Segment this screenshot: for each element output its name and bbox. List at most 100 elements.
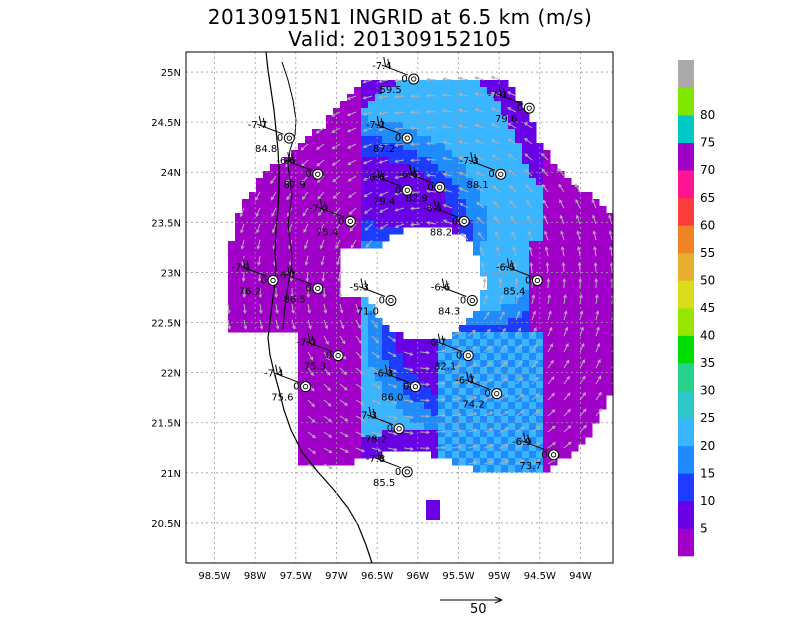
station-mid-value: 0 — [326, 351, 332, 362]
colorbar-swatch — [678, 87, 694, 116]
station-marker: -7.2 087.2 — [366, 116, 413, 155]
colorbar-swatch — [678, 170, 694, 199]
station-mid-value: 0 — [541, 450, 547, 461]
colorbar-swatch — [678, 308, 694, 336]
station-bottom-value: 59.5 — [379, 85, 401, 96]
lon-tick-label: 98.5W — [198, 571, 230, 582]
map-title: 20130915N1 INGRID at 6.5 km (m/s) — [207, 5, 593, 29]
colorbar-label: 10 — [700, 494, 715, 508]
station-top-value: -6.6 — [398, 169, 418, 180]
lat-tick-label: 23N — [161, 268, 181, 279]
station-bottom-value: 79.6 — [495, 114, 517, 125]
station-mid-value: 0 — [488, 169, 494, 180]
station-marker: -7.8 085.5 — [366, 449, 413, 489]
station-marker: -6.6 087.9 — [276, 152, 324, 191]
station-marker: -7.7 084.8 — [248, 116, 295, 155]
lat-tick-label: 22N — [161, 369, 181, 380]
colorbar-label: 60 — [700, 218, 715, 232]
station-bottom-value: 85.4 — [503, 286, 525, 297]
station-mid-value: 0 — [305, 169, 311, 180]
station-mid-value: 0 — [395, 467, 401, 478]
station-top-value: -7.7 — [248, 120, 268, 131]
station-marker: -6.5 085.4 — [496, 258, 543, 297]
plot-frame — [185, 51, 614, 564]
station-bottom-value: 75.4 — [316, 227, 338, 238]
colorbar-swatch — [678, 252, 694, 281]
station-marker: -6.7 074.2 — [455, 371, 503, 411]
station-bottom-value: 87.9 — [283, 180, 305, 191]
lat-tick-label: 23.5N — [151, 218, 181, 229]
station-top-value: -6.5 — [496, 262, 516, 273]
colorbar-label: 40 — [700, 329, 715, 343]
station-mid-value: 0 — [525, 275, 531, 286]
latitude-labels: 25N 24.5N 24N 23.5N 23N 22.5N 22N 21.5N 21N 20.5N — [151, 68, 181, 530]
station-bottom-value: 82.9 — [405, 193, 427, 204]
station-bottom-value: 78.2 — [365, 435, 387, 446]
lat-tick-label: 24.5N — [151, 118, 181, 129]
station-top-value: -6.6 — [431, 282, 451, 293]
valid-time: Valid: 201309152105 — [288, 27, 512, 51]
station-mid-value: 0 — [395, 133, 401, 144]
station-top-value: -6.7 — [427, 338, 447, 349]
station-mid-value: 0 — [460, 295, 466, 306]
station-bottom-value: 87.2 — [373, 144, 395, 155]
lon-tick-label: 96W — [406, 571, 429, 582]
colorbar-label: 75 — [700, 136, 715, 150]
colorbar-swatch — [678, 280, 694, 309]
station-marker: -7.3 088.1 — [459, 152, 507, 191]
lon-tick-label: 94.5W — [524, 571, 556, 582]
station-bottom-value: 79.4 — [373, 196, 395, 207]
station-mid-value: 0 — [456, 351, 462, 362]
station-bottom-value: 84.3 — [438, 306, 460, 317]
station-bottom-value: 73.7 — [519, 461, 541, 472]
lat-lon-grid — [186, 52, 613, 563]
station-bottom-value: 84.8 — [255, 144, 277, 155]
colorbar-label: 70 — [700, 163, 715, 177]
station-bottom-value: 74.2 — [462, 400, 484, 411]
colorbar-swatch — [678, 363, 694, 391]
colorbar-swatch — [678, 60, 694, 88]
station-top-value: -5.3 — [349, 282, 369, 293]
lon-tick-label: 95W — [488, 571, 511, 582]
station-top-value: -6.7 — [455, 376, 475, 387]
station-mid-value: 0 — [484, 389, 490, 400]
station-marker: -7.4 075.6 — [264, 364, 312, 404]
station-mid-value: 0 — [261, 275, 267, 286]
station-bottom-value: 75.3 — [304, 362, 326, 373]
station-bottom-value: 75.6 — [271, 393, 293, 404]
station-bottom-value: 82.1 — [434, 362, 456, 373]
colorbar-swatch — [678, 528, 694, 557]
station-marker: -6.7 082.1 — [427, 333, 474, 373]
lat-tick-label: 24N — [161, 168, 181, 179]
station-marker: -6.5 088.2 — [423, 199, 470, 238]
longitude-labels: 98.5W 98W 97.5W 97W 96.5W 96W 95.5W 95W 94.5W 94W — [198, 571, 591, 582]
station-marker: -6.7 086.5 — [276, 266, 324, 305]
station-mid-value: 0 — [293, 382, 299, 393]
station-top-value: -7.3 — [358, 411, 378, 422]
station-top-value: -6.3 — [374, 369, 394, 380]
station-top-value: -7.4 — [372, 61, 392, 72]
lat-tick-label: 21.5N — [151, 419, 181, 430]
station-mid-value: 0 — [517, 103, 523, 114]
station-bottom-value: 88.2 — [430, 227, 452, 238]
colorbar-label: 45 — [700, 301, 715, 315]
station-marker: -7.0 075.4 — [309, 199, 356, 238]
station-marker: -7.0 075.3 — [297, 333, 344, 373]
colorbar-label: 25 — [700, 411, 715, 425]
lat-tick-label: 21N — [161, 469, 181, 480]
station-top-value: -7.1 — [232, 262, 252, 273]
station-mid-value: 0 — [379, 295, 385, 306]
station-marker: -7.1 076.2 — [232, 258, 279, 297]
reference-vector-label: 50 — [470, 602, 487, 617]
colorbar-label: 65 — [700, 191, 715, 205]
colorbar-label: 20 — [700, 439, 715, 453]
station-top-value: -6.6 — [276, 156, 296, 167]
station-marker: -7.4 059.5 — [372, 56, 420, 96]
station-top-value: -7.3 — [459, 156, 479, 167]
colorbar-swatch — [678, 500, 694, 529]
colorbar-swatch — [678, 335, 694, 364]
lat-tick-label: 22.5N — [151, 319, 181, 330]
